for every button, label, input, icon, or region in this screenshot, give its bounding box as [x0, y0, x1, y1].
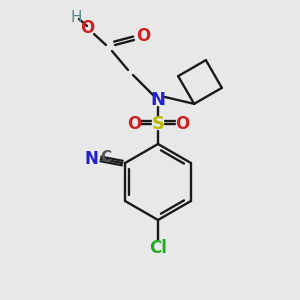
Text: Cl: Cl: [149, 239, 167, 257]
Text: O: O: [136, 27, 150, 45]
Text: O: O: [127, 115, 141, 133]
Text: C: C: [100, 151, 112, 166]
Text: H: H: [70, 10, 82, 25]
Text: S: S: [152, 115, 164, 133]
Text: O: O: [175, 115, 189, 133]
Text: N: N: [151, 91, 166, 109]
Text: O: O: [80, 19, 94, 37]
Text: N: N: [84, 150, 98, 168]
